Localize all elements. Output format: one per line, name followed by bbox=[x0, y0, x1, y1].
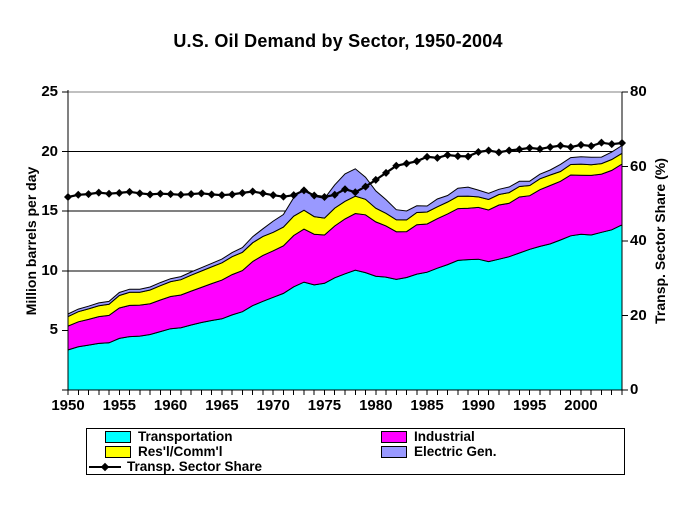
share-line-marker bbox=[156, 189, 165, 198]
x-axis-tick-label: 1985 bbox=[410, 397, 444, 414]
share-line-marker bbox=[84, 190, 93, 199]
share-line-marker bbox=[576, 140, 585, 149]
right-axis-tick-label: 80 bbox=[630, 83, 647, 100]
res-comm-swatch bbox=[105, 445, 131, 458]
share-line-marker bbox=[515, 145, 524, 154]
legend-label-industrial: Industrial bbox=[414, 429, 475, 444]
left-axis-tick-label: 25 bbox=[41, 83, 58, 100]
x-axis-tick-label: 1960 bbox=[153, 397, 188, 414]
share-line-marker bbox=[464, 152, 473, 161]
right-axis-tick-label: 20 bbox=[630, 306, 647, 324]
share-line-marker bbox=[474, 147, 483, 156]
share-line-marker bbox=[546, 143, 555, 152]
x-axis-tick-label: 1995 bbox=[512, 397, 547, 414]
legend-item-electric-gen: Electric Gen. bbox=[381, 444, 497, 459]
share-line-marker bbox=[525, 143, 534, 152]
share-line-marker bbox=[382, 168, 391, 177]
share-line-marker bbox=[146, 190, 155, 199]
legend-label-electric-gen: Electric Gen. bbox=[414, 444, 497, 459]
share-line-marker bbox=[238, 188, 247, 197]
legend-label-res-comm: Res'l/Comm'l bbox=[138, 444, 223, 459]
left-axis-title: Million barrels per day bbox=[23, 166, 39, 316]
share-line-marker bbox=[330, 190, 339, 199]
share-line-marker bbox=[566, 143, 575, 152]
share-line-marker bbox=[402, 159, 411, 168]
share-line-marker bbox=[453, 152, 462, 161]
diamond-marker-icon bbox=[100, 462, 110, 471]
right-axis-tick-label: 0 bbox=[630, 381, 639, 398]
share-line-marker bbox=[607, 140, 616, 149]
right-axis-title: Transp. Sector Share (%) bbox=[652, 158, 668, 324]
share-line-marker bbox=[269, 191, 278, 200]
x-axis-tick-label: 1965 bbox=[205, 397, 239, 414]
share-line-marker bbox=[187, 190, 196, 199]
share-line-marker bbox=[351, 188, 360, 197]
legend-label-transp-sector-share: Transp. Sector Share bbox=[127, 459, 263, 474]
share-line-marker bbox=[505, 146, 514, 155]
share-line-marker bbox=[94, 188, 103, 197]
share-line-marker bbox=[361, 182, 370, 191]
x-axis-tick-label: 2000 bbox=[564, 397, 598, 414]
share-line-marker bbox=[217, 191, 226, 200]
x-axis-tick-label: 1990 bbox=[461, 397, 496, 414]
share-line-marker bbox=[320, 193, 329, 202]
share-line-marker bbox=[433, 153, 442, 162]
x-axis-tick-label: 1955 bbox=[102, 397, 136, 414]
transportation-swatch bbox=[105, 430, 131, 443]
right-axis-tick-label: 40 bbox=[630, 232, 647, 249]
x-axis-tick-label: 1950 bbox=[51, 397, 85, 414]
legend-item-transp-sector-share: Transp. Sector Share bbox=[87, 459, 381, 474]
electric-gen-swatch bbox=[381, 445, 407, 458]
legend-item-transportation: Transportation bbox=[87, 429, 381, 444]
share-line-marker bbox=[115, 188, 124, 197]
share-line-marker bbox=[412, 157, 421, 166]
share-line-marker bbox=[423, 152, 432, 161]
share-line-marker bbox=[310, 191, 319, 200]
share-line-marker bbox=[484, 146, 493, 155]
legend-label-transportation: Transportation bbox=[138, 429, 233, 444]
share-line-marker bbox=[166, 190, 175, 199]
share-line-marker bbox=[105, 189, 114, 198]
share-line-marker bbox=[392, 161, 401, 170]
share-line-marker bbox=[207, 190, 216, 199]
chart-title: U.S. Oil Demand by Sector, 1950-2004 bbox=[173, 31, 503, 51]
legend-row: Transportation Industrial bbox=[87, 429, 624, 444]
x-axis-tick-label: 1975 bbox=[307, 397, 342, 414]
right-axis-tick-label: 60 bbox=[630, 157, 647, 175]
legend-row: Transp. Sector Share bbox=[87, 459, 624, 474]
share-line-marker bbox=[587, 142, 596, 151]
share-line-marker bbox=[597, 138, 606, 147]
legend: Transportation Industrial Res'l/Comm'l E… bbox=[86, 428, 625, 475]
share-line-marker bbox=[443, 150, 452, 159]
share-line-marker bbox=[279, 192, 288, 201]
share-line-marker bbox=[74, 190, 83, 199]
industrial-swatch bbox=[381, 430, 407, 443]
share-line-marker bbox=[494, 148, 503, 157]
share-line-marker bbox=[371, 175, 380, 184]
share-line-marker bbox=[258, 189, 267, 198]
legend-row: Res'l/Comm'l Electric Gen. bbox=[87, 444, 624, 459]
share-line-marker bbox=[535, 144, 544, 153]
x-axis-tick-label: 1970 bbox=[256, 397, 290, 414]
x-axis-tick-label: 1980 bbox=[359, 397, 393, 414]
share-line-marker bbox=[125, 187, 134, 196]
share-line-marker bbox=[556, 141, 565, 150]
share-line-marker bbox=[289, 191, 298, 200]
left-axis-tick-label: 20 bbox=[41, 142, 58, 160]
line-diamond-symbol bbox=[89, 461, 121, 472]
share-line-marker bbox=[248, 187, 257, 196]
left-axis-tick-label: 10 bbox=[41, 261, 58, 279]
share-line-marker bbox=[197, 189, 206, 198]
legend-item-res-comm: Res'l/Comm'l bbox=[87, 444, 381, 459]
share-line-marker bbox=[228, 190, 237, 199]
share-line-marker bbox=[341, 185, 349, 194]
share-line-marker bbox=[135, 189, 144, 198]
share-line-marker bbox=[176, 190, 185, 199]
legend-item-industrial: Industrial bbox=[381, 429, 475, 444]
share-line-marker bbox=[299, 186, 308, 195]
left-axis-tick-label: 15 bbox=[41, 202, 58, 220]
left-axis-tick-label: 5 bbox=[49, 321, 58, 339]
